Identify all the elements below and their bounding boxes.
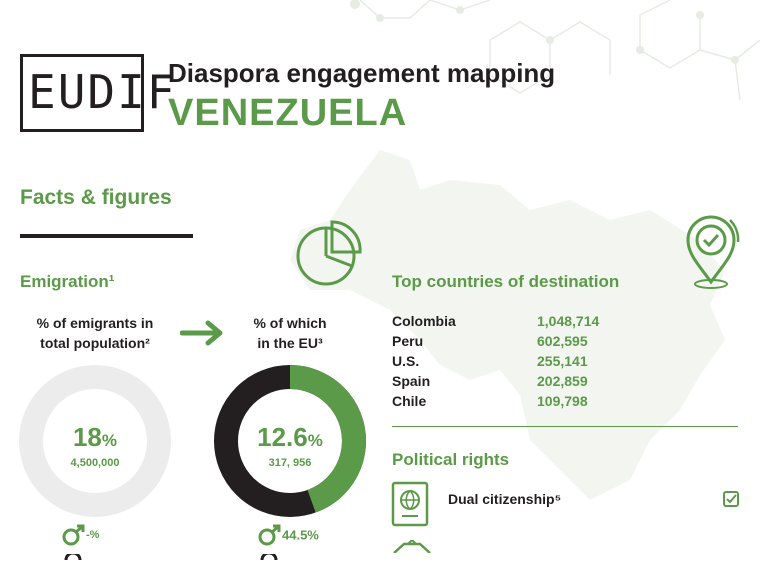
destination-value: 202,859 xyxy=(537,373,588,389)
destination-value: 602,595 xyxy=(537,333,588,349)
dual-citizenship-label: Dual citizenship⁵ xyxy=(448,491,562,507)
destinations-divider xyxy=(392,426,738,427)
emigrants-share-label-line2: total population² xyxy=(40,335,150,351)
left-male-value: -% xyxy=(86,529,100,541)
eu-share-percent-value: 12.6 xyxy=(257,422,308,452)
emigrants-share-label: % of emigrants in total population² xyxy=(20,313,170,353)
arrow-right-icon xyxy=(180,320,223,346)
destination-country: Peru xyxy=(392,333,424,349)
right-female-indicator-partial xyxy=(260,547,278,565)
eu-share-label: % of which in the EU³ xyxy=(222,313,358,353)
destination-value: 1,048,714 xyxy=(537,313,600,329)
eu-share-percent: 12.6% xyxy=(213,422,367,453)
eu-share-label-line1: % of which xyxy=(253,315,327,331)
left-female-indicator-partial xyxy=(64,547,82,565)
male-symbol-icon xyxy=(258,524,281,546)
female-symbol-icon xyxy=(64,551,82,561)
destination-value: 255,141 xyxy=(537,353,588,369)
ballot-icon-partial xyxy=(393,540,431,553)
pie-chart-icon xyxy=(296,220,362,286)
emigrants-donut xyxy=(19,365,171,517)
emigrants-percent-value: 18 xyxy=(72,422,102,452)
eu-share-donut xyxy=(214,365,366,517)
destination-country: Spain xyxy=(392,373,431,389)
venezuela-map-background xyxy=(290,150,725,500)
emigration-heading: Emigration¹ xyxy=(20,272,115,291)
destinations-heading: Top countries of destination xyxy=(392,272,620,291)
country-name: VENEZUELA xyxy=(168,92,408,134)
page-title: Diaspora engagement mapping xyxy=(168,58,556,88)
destination-value: 109,798 xyxy=(537,393,588,409)
destination-country: U.S. xyxy=(392,353,420,369)
emigrants-share-label-line1: % of emigrants in xyxy=(36,315,154,331)
right-male-indicator: 44.5% xyxy=(258,524,319,546)
location-check-icon xyxy=(686,215,740,289)
eudif-logo-frame xyxy=(20,54,144,132)
left-male-indicator: -% xyxy=(62,524,99,546)
eu-share-percent-unit: % xyxy=(307,431,323,450)
facts-section-title: Facts & figures xyxy=(20,186,172,209)
right-male-value: 44.5% xyxy=(282,527,319,543)
female-symbol-icon xyxy=(260,551,278,561)
destination-country: Chile xyxy=(392,393,427,409)
emigrants-percent: 18% xyxy=(18,422,172,453)
section-divider xyxy=(20,234,193,238)
molecule-decoration xyxy=(350,0,761,101)
eu-share-count: 317, 956 xyxy=(268,457,312,469)
emigrants-count: 4,500,000 xyxy=(70,457,120,469)
eu-share-label-line2: in the EU³ xyxy=(257,335,323,351)
male-symbol-icon xyxy=(62,524,85,546)
eudif-logo: EUDIF xyxy=(28,65,177,119)
checkbox-checked-icon xyxy=(723,491,739,507)
destination-country: Colombia xyxy=(392,313,456,329)
political-rights-heading: Political rights xyxy=(392,450,510,469)
eu-share-arc xyxy=(214,365,366,517)
passport-icon xyxy=(391,481,429,527)
emigrants-percent-unit: % xyxy=(101,431,118,450)
